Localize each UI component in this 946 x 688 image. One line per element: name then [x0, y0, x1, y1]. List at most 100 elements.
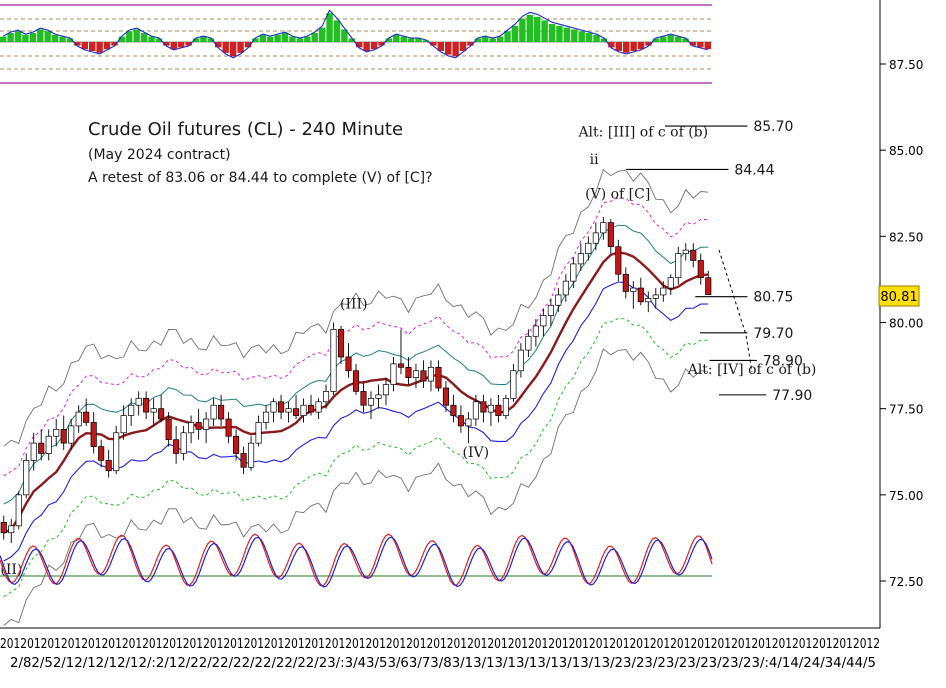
macd-bar — [37, 29, 44, 42]
candle — [307, 394, 315, 416]
macd-bar — [541, 20, 548, 42]
candle — [248, 436, 255, 471]
candle — [682, 243, 689, 261]
macd-bar — [430, 42, 437, 46]
macd-bar — [652, 38, 660, 42]
candle — [225, 412, 232, 444]
candle — [420, 360, 427, 388]
macd-bar — [526, 15, 533, 42]
candle — [75, 405, 82, 433]
candle — [38, 429, 45, 461]
level-label: 79.70 — [753, 326, 793, 342]
candle — [278, 394, 285, 420]
macd-bar — [296, 38, 304, 42]
candle — [158, 394, 165, 423]
candle — [465, 412, 472, 444]
macd-bar — [400, 36, 407, 42]
stochastic-panel — [0, 533, 713, 588]
macd-bar — [215, 42, 222, 48]
x-tick-row-top: 2012012012012012012012012012012012012012… — [0, 637, 880, 652]
candle — [502, 394, 509, 420]
wave-label: Alt: [III] of c of (b) — [577, 124, 708, 140]
candle — [495, 394, 502, 423]
macd-bar — [682, 38, 689, 42]
macd-bar — [660, 36, 667, 42]
macd-bar — [415, 38, 422, 42]
candle — [577, 243, 584, 271]
candle — [322, 384, 330, 409]
candle — [697, 253, 704, 285]
macd-bar — [22, 34, 29, 42]
level-label: 78.90 — [763, 353, 803, 369]
macd-bar — [608, 42, 615, 48]
candle — [405, 356, 412, 385]
macd-bar — [178, 42, 185, 48]
macd-bar — [407, 38, 415, 42]
level-label: 80.75 — [753, 290, 793, 306]
wave-label: ii — [590, 152, 599, 168]
candle — [667, 274, 674, 295]
macd-bar — [155, 38, 163, 42]
macd-bar — [103, 42, 111, 50]
candle — [480, 394, 487, 423]
macd-bar — [244, 42, 252, 48]
macd-bar — [422, 40, 430, 42]
candle — [255, 415, 262, 447]
macd-bar — [66, 38, 74, 42]
candle — [390, 356, 397, 392]
macd-bar — [126, 31, 133, 42]
macd-bar — [548, 24, 556, 42]
macd-bar — [44, 31, 51, 42]
macd-bar — [459, 42, 467, 51]
envelope-bands — [3, 168, 709, 626]
macd-bar — [704, 42, 711, 50]
candle — [562, 274, 569, 302]
candle — [352, 363, 360, 395]
macd-bar — [274, 34, 281, 42]
candle — [180, 425, 187, 461]
candle — [690, 243, 697, 268]
macd-bar — [74, 42, 81, 46]
candle — [652, 288, 659, 309]
macd-bar — [585, 33, 593, 42]
macd-bar — [504, 31, 511, 42]
candle — [615, 239, 622, 282]
macd-bar — [563, 27, 571, 42]
candle — [675, 246, 682, 285]
candle — [367, 391, 375, 420]
macd-bar — [289, 36, 296, 42]
wave-label: (III) — [340, 297, 368, 313]
candle — [60, 415, 67, 451]
candle — [337, 325, 345, 364]
candle — [435, 360, 442, 392]
candle — [330, 322, 337, 395]
candle — [555, 288, 562, 313]
macd-bar — [252, 38, 259, 42]
candle — [607, 219, 614, 254]
macd-bar — [578, 31, 585, 42]
level-label: 77.90 — [772, 388, 812, 404]
macd-bar — [393, 34, 400, 42]
macd-bar — [341, 29, 348, 42]
macd-bar — [29, 33, 37, 42]
candle — [637, 277, 644, 306]
candle — [90, 412, 97, 454]
wave-labels: Alt: [III] of c of (b) ii (V) of [C] (III) (… — [0, 124, 816, 578]
macd-bar — [318, 27, 326, 42]
macd-bar — [0, 36, 7, 42]
candle — [218, 394, 225, 426]
macd-bar — [556, 25, 563, 42]
candle — [83, 398, 90, 426]
candle — [53, 419, 60, 447]
macd-bar — [133, 29, 140, 42]
macd-bar — [467, 42, 474, 46]
macd-bar — [7, 33, 14, 42]
macd-bar — [600, 38, 608, 42]
candle — [150, 398, 157, 426]
y-tick-label: 85.00 — [889, 144, 923, 158]
candle — [345, 343, 352, 378]
candle — [442, 381, 449, 413]
wave-label: (IV) — [463, 445, 490, 461]
macd-bar — [118, 36, 126, 42]
